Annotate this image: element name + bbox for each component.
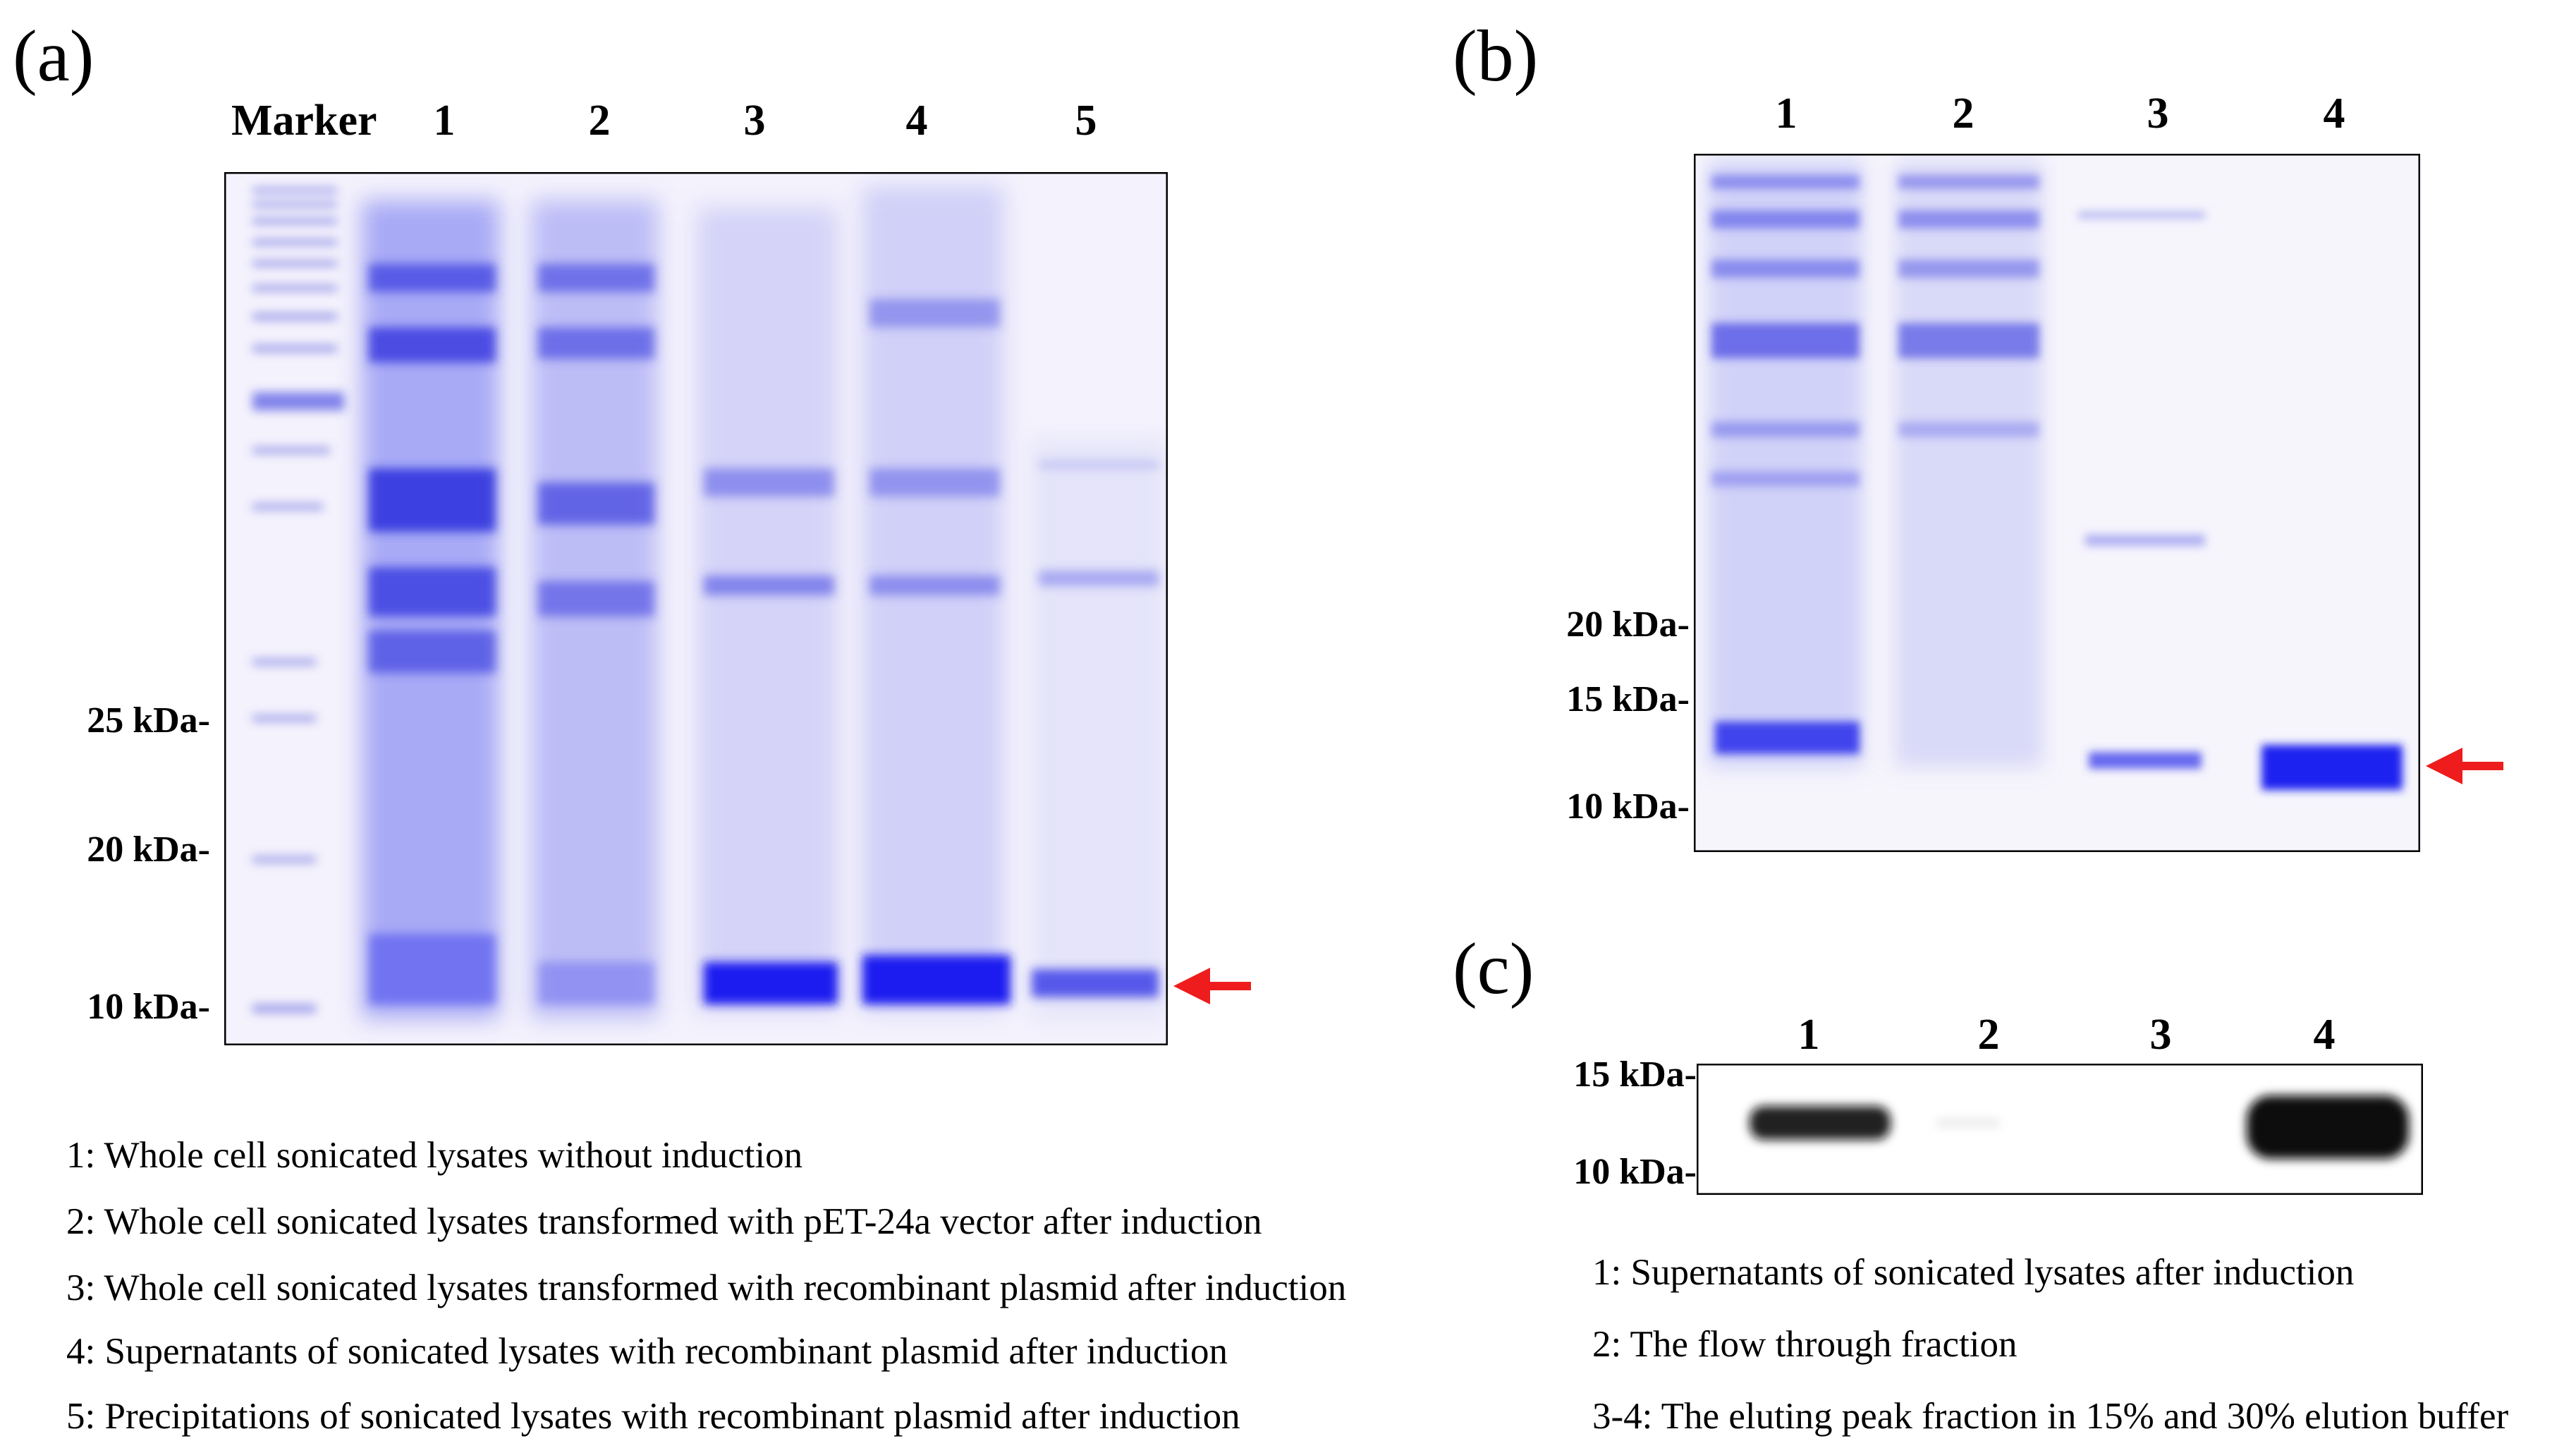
gel-b-lane-1-smear: [1708, 161, 1863, 767]
gel-a-mw-25-label: 25 kDa-: [87, 700, 210, 741]
gel-a-mw-10-label: 10 kDa-: [87, 987, 210, 1027]
blot-c-lane-1-label: 1: [1797, 1011, 1820, 1059]
panel-c-label: (c): [1453, 928, 1534, 1009]
marker-lane-label: Marker: [231, 97, 377, 145]
panel-a-label: (a): [13, 16, 94, 97]
gel-b-image: [1694, 154, 2420, 852]
panel-a-legend-1: 1: Whole cell sonicated lysates without …: [66, 1135, 803, 1176]
gel-b-lane-4-label: 4: [2323, 90, 2345, 138]
panel-a-legend-3: 3: Whole cell sonicated lysates transfor…: [66, 1267, 1347, 1308]
blot-c-mw-15-label: 15 kDa-: [1573, 1054, 1697, 1095]
gel-a-red-arrow: [1173, 968, 1251, 1004]
blot-c-image: [1697, 1064, 2423, 1195]
gel-a-lane-3-smear: [697, 207, 838, 1011]
blot-c-lane-3-label: 3: [2149, 1011, 2172, 1059]
gel-b-red-arrow: [2426, 748, 2503, 784]
panel-a-legend-5: 5: Precipitations of sonicated lysates w…: [66, 1396, 1240, 1437]
gel-a-lane-2-label: 2: [588, 97, 611, 145]
gel-b-lane-2-label: 2: [1952, 90, 1974, 138]
blot-c-mw-10-label: 10 kDa-: [1573, 1152, 1697, 1192]
gel-a-image: [224, 172, 1168, 1045]
gel-a-lane-5-label: 5: [1075, 97, 1097, 145]
gel-b-target-bands: [1715, 722, 2403, 790]
gel-b-mw-15-label: 15 kDa-: [1566, 679, 1690, 719]
panel-c-legend-3: 3-4: The eluting peak fraction in 15% an…: [1592, 1396, 2509, 1437]
gel-b-lane-1-label: 1: [1775, 90, 1797, 138]
gel-a-target-bands: [369, 934, 1159, 1004]
gel-b-mw-20-label: 20 kDa-: [1566, 604, 1690, 645]
panel-a-legend-2: 2: Whole cell sonicated lysates transfor…: [66, 1201, 1262, 1242]
blot-c-lane-2-label: 2: [1977, 1011, 2000, 1059]
panel-a-legend-4: 4: Supernatants of sonicated lysates wit…: [66, 1331, 1228, 1372]
gel-b-mw-10-label: 10 kDa-: [1566, 786, 1690, 827]
panel-b-label: (b): [1453, 16, 1539, 97]
gel-b-lane-3-label: 3: [2147, 90, 2169, 138]
gel-a-lane-3-label: 3: [743, 97, 766, 145]
gel-a-marker-ladder: [252, 188, 344, 1013]
gel-a-lane-1-label: 1: [433, 97, 456, 145]
blot-c-bands: [1750, 1095, 2409, 1159]
gel-a-lane-5-smear: [1032, 440, 1166, 1019]
gel-a-lane-4-label: 4: [905, 97, 928, 145]
panel-c-legend-1: 1: Supernatants of sonicated lysates aft…: [1592, 1252, 2355, 1293]
panel-c-legend-2: 2: The flow through fraction: [1592, 1324, 2018, 1365]
gel-b-lane-2-smear: [1895, 161, 2043, 767]
blot-c-lane-4-label: 4: [2313, 1011, 2336, 1059]
gel-a-mw-20-label: 20 kDa-: [87, 829, 210, 870]
